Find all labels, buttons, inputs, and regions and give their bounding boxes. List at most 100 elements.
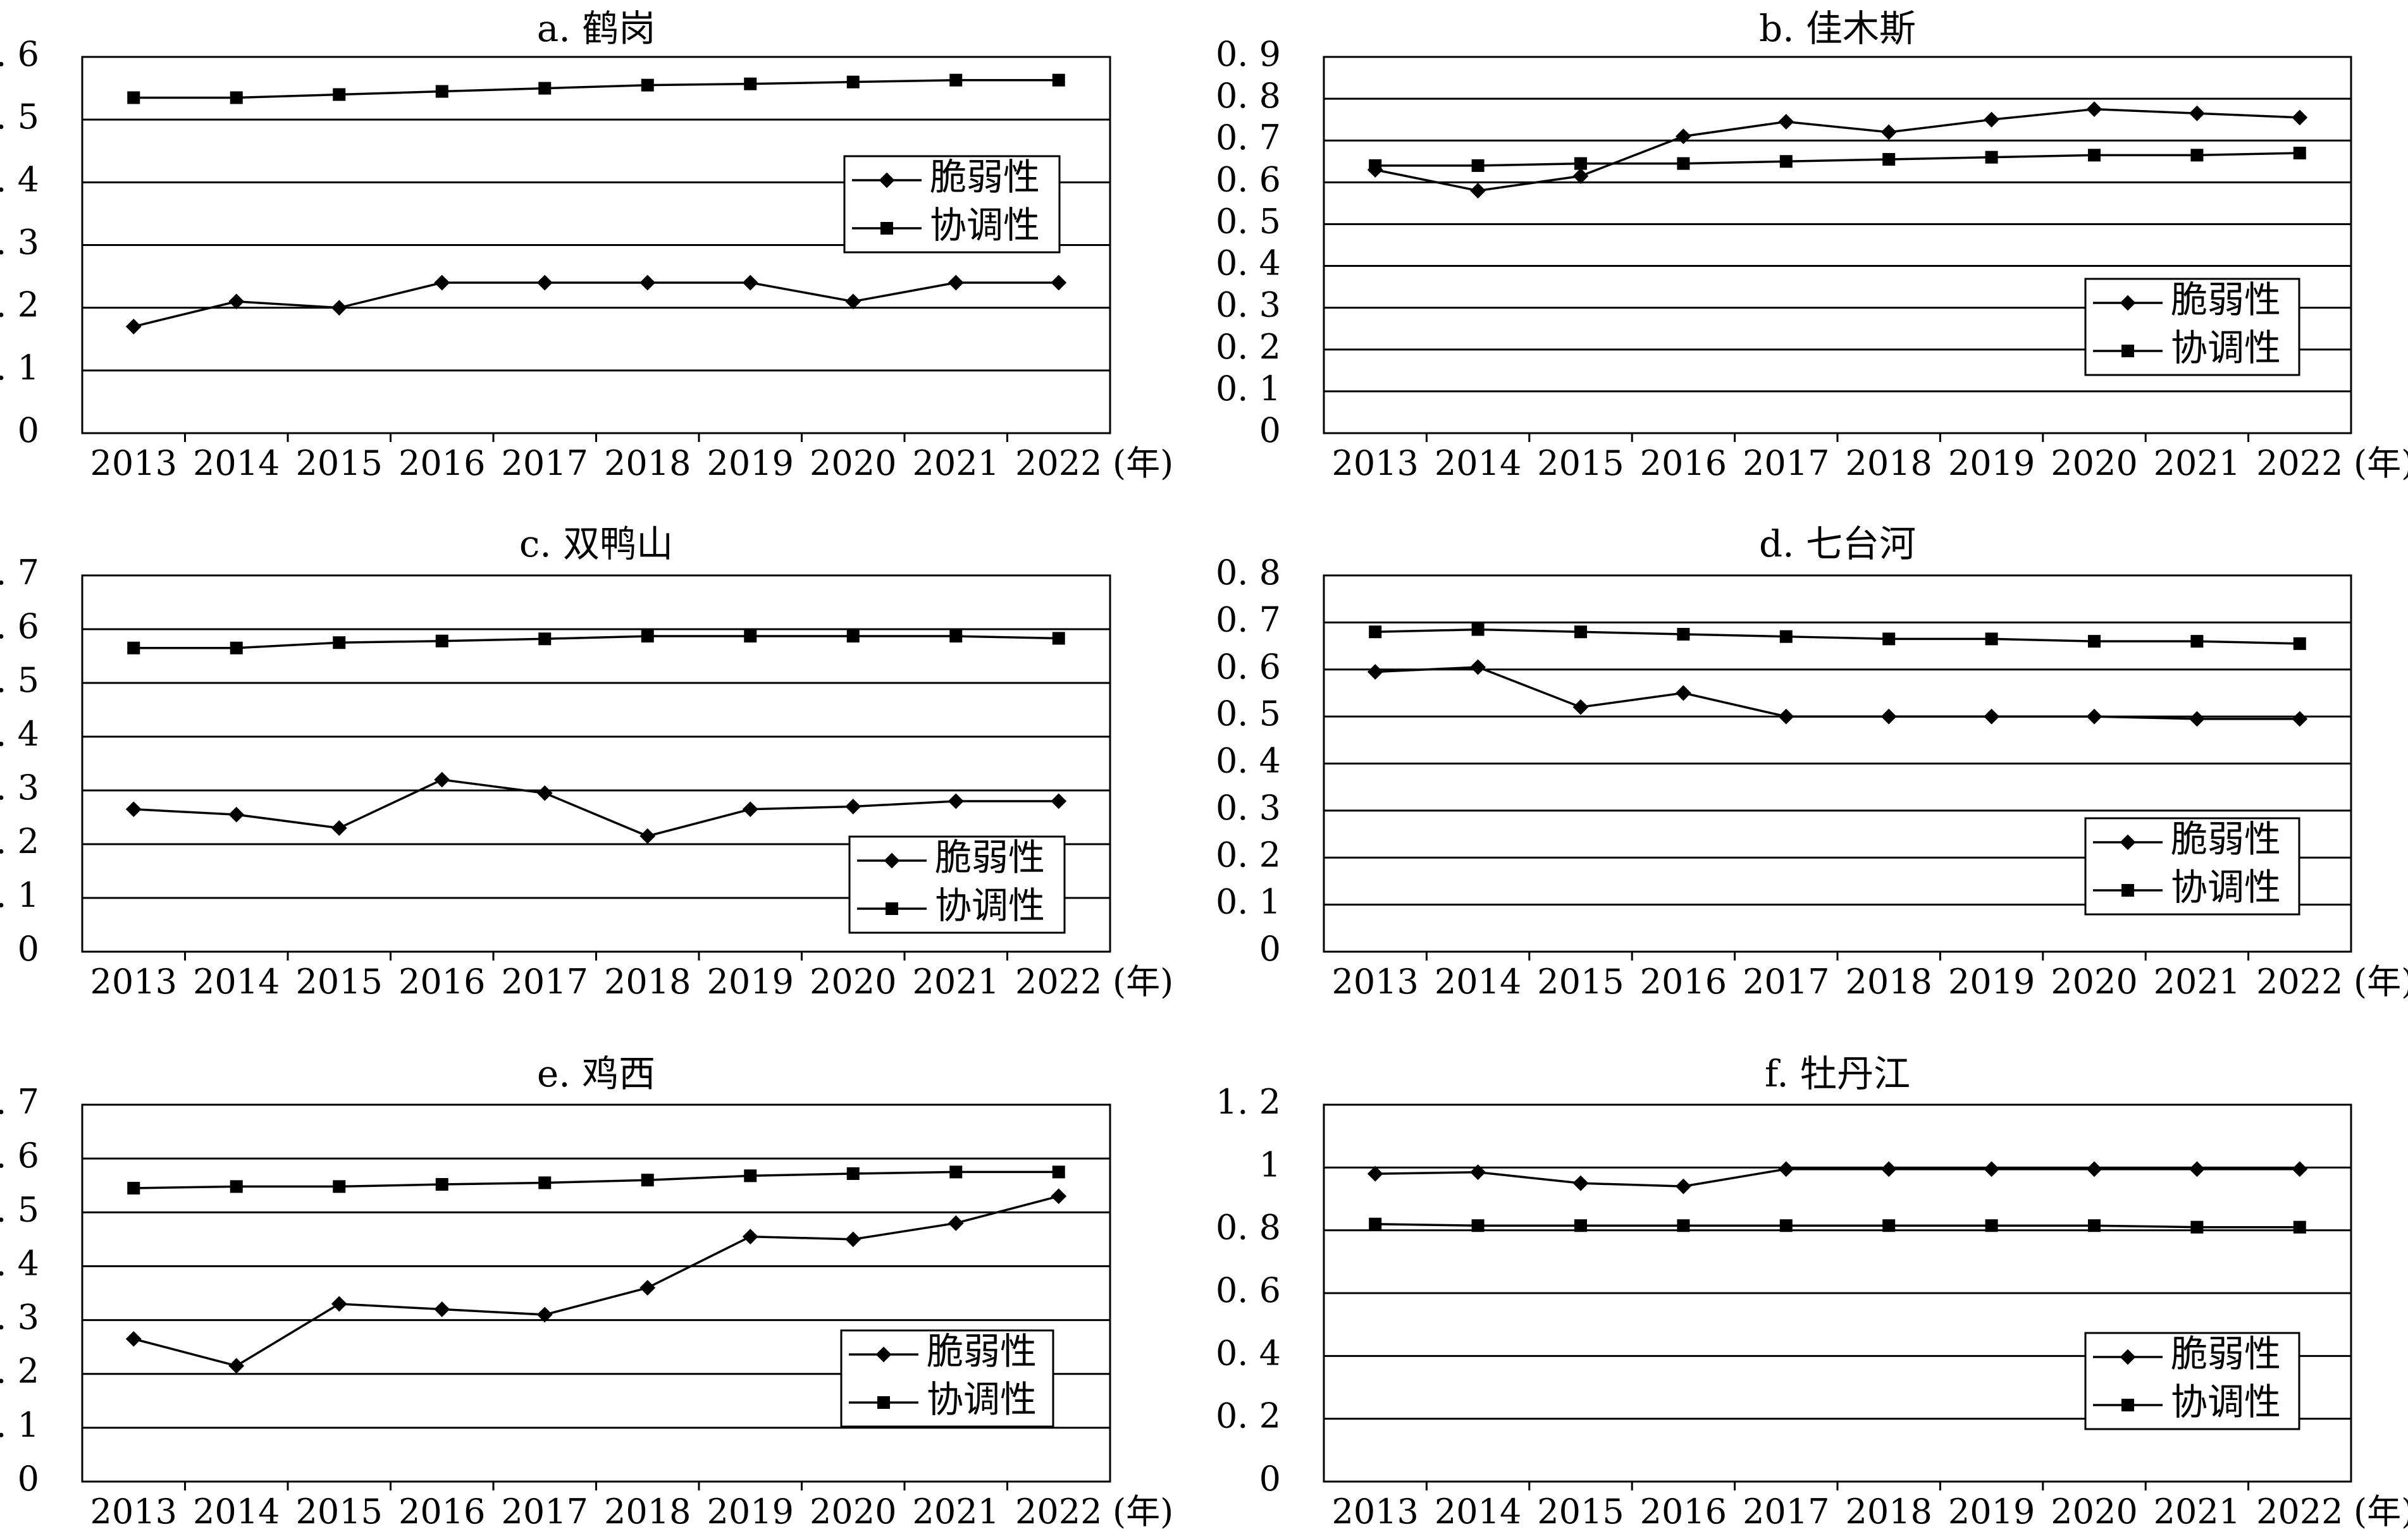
- data-point: [2190, 635, 2204, 648]
- y-tick-label: 0. 1: [0, 1405, 39, 1445]
- x-tick-label: 2019: [707, 443, 794, 483]
- data-point: [1882, 1219, 1896, 1232]
- legend-marker: [2121, 345, 2134, 357]
- legend-label: 脆弱性: [927, 1330, 1037, 1373]
- x-tick-label: 2013: [90, 1492, 177, 1529]
- data-point: [2293, 1220, 2306, 1234]
- y-tick-label: 0. 6: [1216, 1270, 1281, 1310]
- legend-box: [848, 835, 1066, 934]
- data-point: [948, 1215, 964, 1231]
- legend-marker: [2121, 884, 2134, 897]
- data-point: [1574, 625, 1587, 639]
- data-point: [2086, 1161, 2102, 1177]
- data-point: [435, 1178, 448, 1191]
- legend-marker: [2121, 1399, 2134, 1411]
- x-tick-label: 2016: [1640, 443, 1727, 483]
- data-point: [1677, 627, 1690, 641]
- x-tick-label: 2017: [1743, 962, 1829, 1002]
- data-point: [948, 793, 964, 809]
- data-point: [845, 293, 861, 310]
- data-point: [2293, 147, 2306, 160]
- data-point: [1051, 274, 1067, 291]
- y-tick-label: 0. 4: [0, 714, 39, 754]
- y-tick-label: 0. 8: [1216, 1208, 1281, 1248]
- x-tick-label: 2020: [2051, 1492, 2137, 1529]
- data-point: [845, 1231, 861, 1248]
- x-tick-label: 2020: [810, 962, 896, 1002]
- data-point: [538, 632, 552, 646]
- y-tick-label: 0. 6: [0, 1136, 39, 1176]
- data-point: [2189, 105, 2205, 121]
- y-tick-label: 0. 3: [1216, 285, 1281, 325]
- x-tick-label: 2016: [398, 443, 485, 483]
- data-point: [2088, 1219, 2101, 1232]
- y-tick-label: 1: [1259, 1145, 1281, 1184]
- data-point: [1051, 793, 1067, 809]
- data-point: [1778, 1161, 1794, 1177]
- chart-panel-6: f. 牡丹江 0 0. 2 0. 4 0. 6 0. 8 1 1. 2 2013 2014 2015…: [1216, 1052, 2408, 1529]
- data-point: [536, 785, 553, 801]
- y-tick-label: 1. 2: [1216, 1082, 1281, 1122]
- legend-label: 脆弱性: [2171, 818, 2281, 861]
- x-tick-label: 2019: [1948, 962, 2035, 1002]
- data-point: [742, 801, 758, 818]
- legend-label: 脆弱性: [2171, 278, 2281, 321]
- x-tick-label: 2017: [502, 962, 588, 1002]
- data-point: [949, 1165, 963, 1179]
- x-tick-label: 2013: [1331, 1492, 1418, 1529]
- x-tick-label: 2016: [1640, 962, 1727, 1002]
- y-tick-label: 0. 5: [0, 660, 39, 700]
- x-tick-label: 2022: [2256, 962, 2343, 1002]
- data-point: [846, 630, 860, 643]
- y-tick-label: 0. 2: [0, 285, 39, 325]
- y-tick-label: 0. 9: [1216, 34, 1281, 74]
- data-point: [1880, 124, 1897, 140]
- x-tick-label: 2014: [1435, 962, 1521, 1002]
- x-tick-label: 2020: [2051, 962, 2137, 1002]
- x-tick-label: 2018: [604, 443, 691, 483]
- legend-marker: [2120, 295, 2136, 311]
- x-tick-label: 2015: [296, 443, 383, 483]
- x-tick-label: 2016: [1640, 1492, 1727, 1529]
- legend-label: 协调性: [927, 1378, 1037, 1421]
- data-point: [2293, 637, 2306, 650]
- x-tick-label: 2015: [1537, 443, 1624, 483]
- data-point: [949, 73, 963, 87]
- data-point: [536, 1306, 553, 1323]
- y-tick-label: 0. 6: [1216, 647, 1281, 687]
- data-point: [1882, 632, 1896, 646]
- y-tick-label: 0. 2: [1216, 835, 1281, 875]
- y-tick-label: 0. 6: [0, 34, 39, 74]
- chart-title: e. 鸡西: [537, 1052, 655, 1095]
- data-point: [744, 630, 757, 643]
- series-line-2: [1375, 628, 2300, 645]
- legend-label: 协调性: [2171, 326, 2281, 369]
- data-point: [1676, 1178, 1691, 1194]
- y-tick-label: 0. 1: [1216, 882, 1281, 922]
- x-tick-label: 2021: [913, 1492, 999, 1529]
- chart-title: b. 佳木斯: [1759, 7, 1916, 50]
- data-point: [2086, 708, 2102, 725]
- data-point: [1676, 685, 1691, 701]
- data-point: [845, 799, 861, 814]
- y-tick-label: 0. 4: [1216, 243, 1281, 283]
- x-tick-label: 2018: [1845, 443, 1932, 483]
- series-line-2: [1375, 1222, 2300, 1229]
- data-point: [1880, 708, 1897, 725]
- legend-marker: [875, 1346, 892, 1363]
- y-tick-label: 0. 3: [1216, 788, 1281, 828]
- data-point: [2086, 101, 2102, 118]
- data-point: [1677, 157, 1690, 170]
- data-point: [230, 1180, 243, 1193]
- legend-box: [843, 155, 1061, 254]
- series-line-1: [133, 281, 1059, 328]
- chart-panel-4: d. 七台河 0 0. 1 0. 2 0. 3 0. 4 0. 5 0. 6 0. 7 0. 8 2…: [1216, 522, 2408, 1002]
- data-point: [538, 1176, 552, 1189]
- y-tick-label: 0. 1: [0, 348, 39, 388]
- data-point: [2190, 149, 2204, 162]
